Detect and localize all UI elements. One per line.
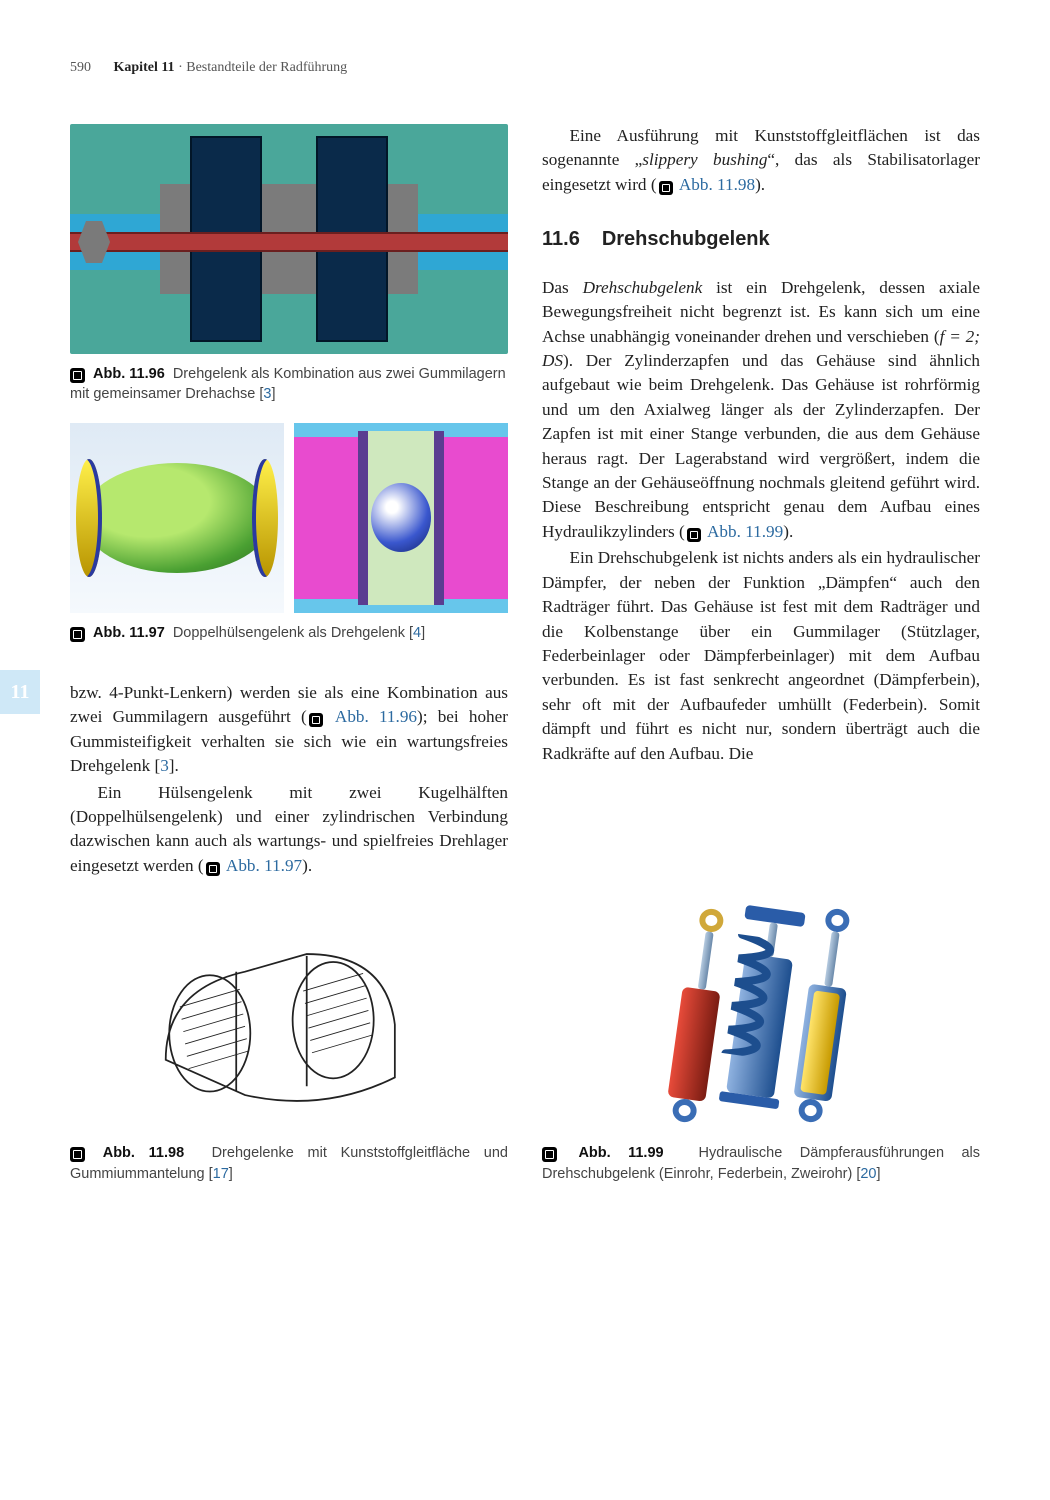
caption-bullet-icon (542, 1147, 557, 1162)
bottom-left: Abb. 11.98 Drehgelenke mit Kunststoffgle… (70, 898, 508, 1202)
chapter-label: Kapitel 11 (114, 60, 175, 75)
ref-link[interactable]: 4 (413, 625, 421, 641)
body-paragraph: bzw. 4-Punkt-Lenkern) werden sie als ein… (70, 681, 508, 779)
figure-11-96-caption: Abb. 11.96 Drehgelenk als Kombination au… (70, 364, 508, 405)
figure-crossref[interactable]: Abb. 11.96 (335, 707, 417, 726)
heading-number: 11.6 (542, 225, 580, 253)
bottom-right: Abb. 11.99 Hydraulische Dämpferausführun… (542, 898, 980, 1202)
body-paragraph: Das Drehschubgelenk ist ein Drehgelenk, … (542, 276, 980, 545)
body-paragraph: Ein Hülsengelenk mit zwei Kugelhälften (… (70, 781, 508, 879)
left-column: Abb. 11.96 Drehgelenk als Kombination au… (70, 124, 508, 880)
figure-11-98 (70, 898, 508, 1133)
chapter-side-tab: 11 (0, 670, 40, 714)
section-heading: 11.6 Drehschubgelenk (542, 225, 980, 253)
page-number: 590 (70, 60, 110, 76)
right-column: Eine Ausführung mit Kunststoffgleitfläch… (542, 124, 980, 880)
figure-11-99-caption: Abb. 11.99 Hydraulische Dämpferausführun… (542, 1143, 980, 1184)
caption-bullet-icon (70, 627, 85, 642)
figure-11-97 (70, 423, 508, 613)
ref-link[interactable]: 3 (160, 756, 169, 775)
inline-figure-icon (687, 528, 701, 542)
figure-11-97-caption: Abb. 11.97 Doppelhülsengelenk als Drehge… (70, 623, 508, 643)
ref-link[interactable]: 3 (263, 386, 271, 402)
body-paragraph: Eine Ausführung mit Kunststoffgleitfläch… (542, 124, 980, 197)
figure-11-98-caption: Abb. 11.98 Drehgelenke mit Kunststoffgle… (70, 1143, 508, 1184)
figure-11-99 (542, 898, 980, 1133)
running-head: 590 Kapitel 11 · Bestandteile der Radfüh… (70, 60, 980, 76)
ref-link[interactable]: 20 (860, 1166, 876, 1182)
figure-11-96 (70, 124, 508, 354)
inline-figure-icon (659, 181, 673, 195)
caption-bullet-icon (70, 368, 85, 383)
figure-crossref[interactable]: Abb. 11.98 (679, 175, 755, 194)
inline-figure-icon (206, 862, 220, 876)
caption-bullet-icon (70, 1147, 85, 1162)
ref-link[interactable]: 17 (213, 1166, 229, 1182)
figure-crossref[interactable]: Abb. 11.97 (226, 856, 302, 875)
inline-figure-icon (309, 713, 323, 727)
chapter-title: Bestandteile der Radführung (186, 60, 347, 75)
body-paragraph: Ein Drehschubgelenk ist nichts anders al… (542, 546, 980, 766)
heading-text: Drehschubgelenk (602, 225, 770, 253)
figure-crossref[interactable]: Abb. 11.99 (707, 522, 783, 541)
